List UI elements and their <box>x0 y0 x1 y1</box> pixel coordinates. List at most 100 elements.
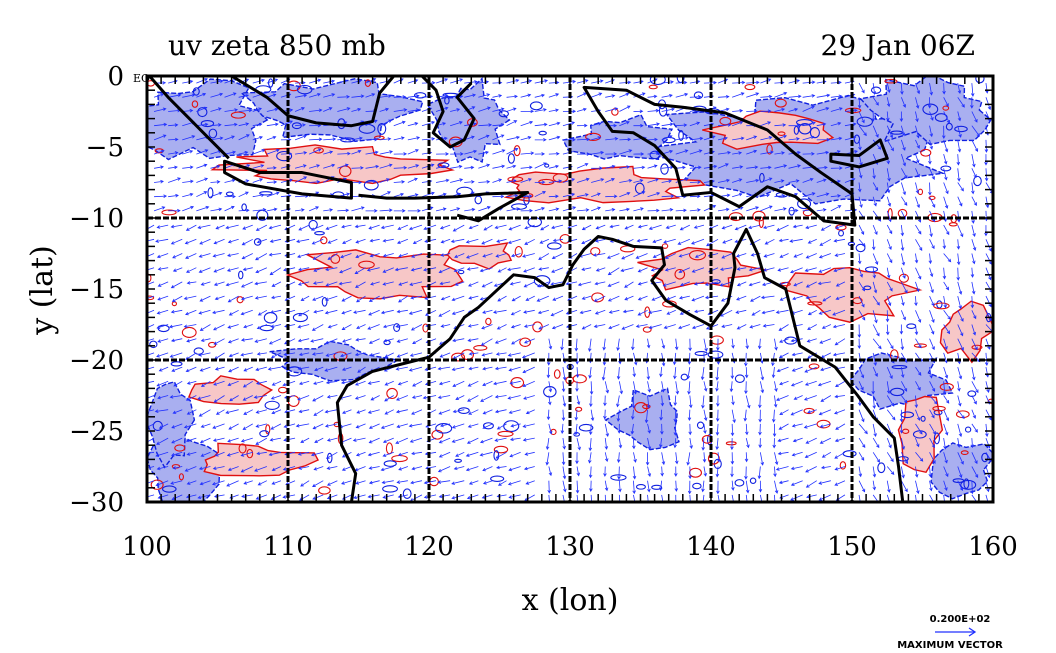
wind-vector <box>872 452 880 463</box>
wind-vector <box>215 409 225 415</box>
wind-vector <box>731 395 735 406</box>
wind-vector <box>168 165 178 170</box>
wind-vector <box>637 224 648 229</box>
wind-vector <box>971 253 976 265</box>
wind-vector <box>409 281 423 286</box>
wind-vector <box>604 381 610 394</box>
wind-vector <box>269 437 282 442</box>
wind-vector <box>551 224 564 230</box>
wind-vector <box>409 352 423 357</box>
wind-vector <box>1000 140 1007 147</box>
wind-vector <box>523 338 535 344</box>
wind-vector <box>704 281 719 287</box>
wind-vector <box>254 466 267 472</box>
wind-vector <box>1014 168 1018 177</box>
wind-vector <box>821 451 832 458</box>
wind-vector <box>661 135 673 141</box>
negative-contour <box>838 230 845 237</box>
wind-vector <box>1000 168 1004 177</box>
x-tick-label: 110 <box>263 532 313 562</box>
wind-vector <box>227 437 239 443</box>
wind-vector <box>494 224 507 230</box>
wind-vector <box>326 437 338 442</box>
wind-vector <box>314 437 324 443</box>
wind-vector <box>511 295 521 302</box>
wind-vector <box>661 509 664 518</box>
wind-vector <box>595 267 606 272</box>
wind-vector <box>788 137 800 141</box>
wind-vector <box>325 509 337 513</box>
wind-vector <box>901 196 908 206</box>
wind-vector <box>605 137 619 141</box>
wind-vector <box>548 423 553 435</box>
wind-vector <box>675 165 686 170</box>
wind-vector <box>834 466 846 471</box>
wind-vector <box>478 206 491 212</box>
wind-vector <box>354 267 366 275</box>
wind-vector <box>548 207 560 212</box>
wind-vector <box>957 324 964 337</box>
wind-vector <box>1000 396 1005 404</box>
wind-vector <box>466 267 479 271</box>
wind-vector <box>509 437 521 442</box>
wind-vector <box>915 139 920 149</box>
wind-vector <box>601 367 606 381</box>
reference-vector-arrowhead <box>968 627 977 637</box>
wind-vector <box>383 338 394 343</box>
wind-vector <box>588 367 592 379</box>
wind-vector <box>886 182 891 194</box>
wind-vector <box>199 238 211 245</box>
wind-vector <box>844 122 857 127</box>
wind-vector <box>298 466 310 470</box>
wind-vector <box>914 324 919 336</box>
wind-vector <box>199 437 211 444</box>
wind-vector <box>242 395 253 401</box>
wind-vector <box>915 310 922 323</box>
wind-vector <box>312 395 324 402</box>
wind-vector <box>252 135 263 141</box>
wind-vector <box>298 224 310 231</box>
wind-vector <box>439 281 451 286</box>
wind-vector <box>760 295 775 300</box>
wind-vector <box>155 480 169 487</box>
wind-vector <box>576 438 581 451</box>
wind-vector <box>774 509 777 518</box>
wind-vector <box>858 452 865 461</box>
frame-ticks <box>146 75 994 503</box>
wind-vector <box>943 480 948 492</box>
wind-vector <box>886 466 895 476</box>
wind-vector <box>575 480 580 494</box>
wind-vector <box>351 166 364 170</box>
y-tick-label: −10 <box>69 204 124 234</box>
wind-vector <box>254 281 267 286</box>
wind-vector <box>182 135 196 141</box>
wind-vector <box>666 309 676 315</box>
wind-vector <box>238 191 249 198</box>
wind-vector <box>395 437 409 444</box>
wind-vector <box>632 367 636 378</box>
wind-vector <box>630 423 635 435</box>
wind-vector <box>424 295 437 300</box>
wind-vector <box>817 281 831 286</box>
wind-vector <box>450 152 464 156</box>
wind-vector <box>228 366 239 373</box>
wind-vector <box>732 151 743 155</box>
wind-vector <box>266 166 277 170</box>
negative-contour <box>963 478 970 489</box>
wind-vector <box>454 281 465 286</box>
wind-vector <box>929 281 934 294</box>
wind-vector <box>324 423 338 428</box>
positive-contour <box>808 363 820 370</box>
wind-vector <box>186 451 197 456</box>
wind-vector <box>407 108 420 112</box>
wind-vector <box>589 509 592 520</box>
wind-vector <box>168 193 179 198</box>
wind-vector <box>482 380 493 387</box>
wind-vector <box>971 139 979 153</box>
wind-vector <box>886 168 891 182</box>
wind-vector <box>526 509 535 513</box>
wind-vector <box>450 207 461 212</box>
wind-vector <box>299 509 309 513</box>
wind-vector <box>227 338 239 344</box>
negative-contour <box>734 479 745 487</box>
